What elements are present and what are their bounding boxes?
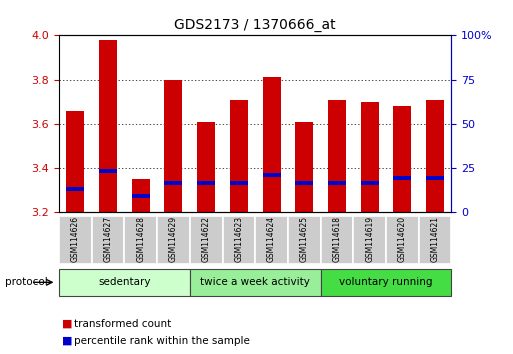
Bar	[59, 269, 190, 296]
Bar	[426, 176, 444, 180]
Bar	[295, 122, 313, 212]
Text: sedentary: sedentary	[98, 277, 151, 287]
Bar	[419, 216, 451, 264]
Text: GSM114620: GSM114620	[398, 216, 407, 262]
Bar	[92, 216, 125, 264]
Bar	[66, 187, 84, 191]
Bar	[263, 173, 281, 177]
Text: GSM114625: GSM114625	[300, 216, 309, 262]
Bar	[99, 40, 117, 212]
Bar	[321, 216, 353, 264]
Bar	[328, 181, 346, 184]
Bar	[59, 216, 92, 264]
Bar	[386, 216, 419, 264]
Text: GSM114623: GSM114623	[234, 216, 243, 262]
Text: GSM114629: GSM114629	[169, 216, 178, 262]
Bar	[426, 99, 444, 212]
Bar	[361, 181, 379, 184]
Bar	[165, 80, 183, 212]
Text: GSM114624: GSM114624	[267, 216, 276, 262]
Text: ■: ■	[62, 319, 72, 329]
Bar	[190, 269, 321, 296]
Text: twice a week activity: twice a week activity	[200, 277, 310, 287]
Bar	[288, 216, 321, 264]
Bar	[132, 194, 150, 198]
Text: protocol: protocol	[5, 277, 48, 287]
Text: GSM114619: GSM114619	[365, 216, 374, 262]
Bar	[190, 216, 223, 264]
Bar	[223, 216, 255, 264]
Bar	[165, 181, 183, 184]
Bar	[393, 176, 411, 180]
Text: GSM114618: GSM114618	[332, 216, 342, 262]
Text: GSM114627: GSM114627	[104, 216, 112, 262]
Bar	[263, 78, 281, 212]
Bar	[230, 99, 248, 212]
Text: GSM114622: GSM114622	[202, 216, 211, 262]
Bar	[157, 216, 190, 264]
Bar	[361, 102, 379, 212]
Title: GDS2173 / 1370666_at: GDS2173 / 1370666_at	[174, 18, 336, 32]
Text: GSM114626: GSM114626	[71, 216, 80, 262]
Bar	[99, 170, 117, 173]
Text: ■: ■	[62, 336, 72, 346]
Bar	[328, 99, 346, 212]
Text: voluntary running: voluntary running	[339, 277, 433, 287]
Bar	[295, 181, 313, 184]
Bar	[393, 106, 411, 212]
Bar	[321, 269, 451, 296]
Text: transformed count: transformed count	[74, 319, 172, 329]
Text: percentile rank within the sample: percentile rank within the sample	[74, 336, 250, 346]
Bar	[132, 179, 150, 212]
Bar	[66, 110, 84, 212]
Text: GSM114628: GSM114628	[136, 216, 145, 262]
Bar	[124, 216, 157, 264]
Bar	[353, 216, 386, 264]
Bar	[230, 181, 248, 184]
Bar	[255, 216, 288, 264]
Text: GSM114621: GSM114621	[430, 216, 440, 262]
Bar	[197, 122, 215, 212]
Bar	[197, 181, 215, 184]
